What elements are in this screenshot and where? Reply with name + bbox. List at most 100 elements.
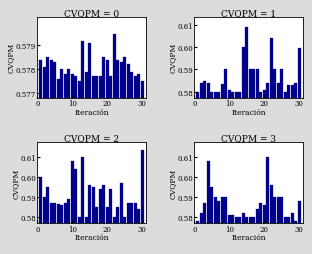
Bar (57, 204, 60, 224)
Bar (130, 203, 133, 224)
Bar (203, 203, 206, 224)
Bar (196, 221, 199, 224)
Bar (207, 84, 210, 99)
Bar (224, 197, 227, 224)
Bar (210, 92, 213, 99)
Bar (137, 75, 140, 99)
X-axis label: Iteración: Iteración (74, 234, 109, 242)
Bar (249, 217, 252, 224)
Bar (134, 203, 137, 224)
Bar (235, 92, 238, 99)
Bar (88, 44, 91, 99)
Bar (221, 85, 224, 99)
Bar (113, 34, 116, 99)
Bar (252, 70, 255, 99)
Bar (224, 70, 227, 99)
Bar (200, 84, 203, 99)
Y-axis label: CVQPM: CVQPM (168, 43, 177, 73)
Bar (106, 60, 109, 99)
Bar (67, 70, 70, 99)
Bar (259, 203, 262, 224)
Bar (116, 207, 119, 224)
Bar (280, 197, 283, 224)
Bar (214, 92, 217, 99)
Bar (99, 189, 102, 224)
Bar (92, 187, 95, 224)
Bar (50, 203, 53, 224)
Bar (78, 82, 81, 99)
X-axis label: Iteración: Iteración (231, 234, 266, 242)
Bar (259, 92, 262, 99)
Bar (81, 157, 84, 224)
Bar (88, 185, 91, 224)
X-axis label: Iteración: Iteración (74, 108, 109, 117)
X-axis label: Iteración: Iteración (231, 108, 266, 117)
Bar (141, 82, 144, 99)
Bar (221, 197, 224, 224)
Bar (284, 92, 287, 99)
Bar (277, 197, 280, 224)
Bar (53, 203, 56, 224)
Bar (231, 92, 234, 99)
Bar (294, 221, 297, 224)
Bar (120, 63, 123, 99)
Bar (273, 197, 276, 224)
Bar (85, 217, 88, 224)
Bar (291, 213, 294, 224)
Bar (266, 157, 269, 224)
Bar (74, 169, 77, 224)
Title: CVQPM = 3: CVQPM = 3 (221, 134, 276, 143)
Bar (249, 70, 252, 99)
Bar (266, 84, 269, 99)
Bar (102, 58, 105, 99)
Bar (196, 92, 199, 99)
Bar (263, 90, 266, 99)
Bar (123, 58, 126, 99)
Bar (78, 217, 81, 224)
Bar (238, 92, 241, 99)
Bar (39, 60, 42, 99)
Bar (252, 217, 255, 224)
Bar (298, 49, 301, 99)
Bar (235, 217, 238, 224)
Bar (242, 48, 245, 99)
Bar (270, 39, 273, 99)
Bar (39, 177, 42, 224)
Bar (200, 213, 203, 224)
Bar (92, 77, 95, 99)
Bar (43, 197, 46, 224)
Bar (71, 75, 74, 99)
Bar (61, 205, 63, 224)
Bar (43, 68, 46, 99)
Bar (85, 72, 88, 99)
Bar (134, 77, 137, 99)
Bar (228, 215, 231, 224)
Bar (46, 187, 49, 224)
Bar (228, 90, 231, 99)
Bar (130, 72, 133, 99)
Bar (46, 58, 49, 99)
Bar (127, 65, 130, 99)
Bar (64, 203, 67, 224)
Bar (120, 183, 123, 224)
Bar (64, 75, 67, 99)
Bar (287, 86, 290, 99)
Bar (99, 77, 102, 99)
Y-axis label: CVQPM: CVQPM (168, 168, 177, 198)
Bar (116, 60, 119, 99)
Bar (127, 203, 130, 224)
Bar (95, 207, 98, 224)
Bar (67, 199, 70, 224)
Bar (113, 217, 116, 224)
Bar (242, 213, 245, 224)
Bar (50, 60, 53, 99)
Bar (102, 185, 105, 224)
Bar (256, 70, 259, 99)
Bar (291, 86, 294, 99)
Bar (109, 77, 112, 99)
Bar (284, 217, 287, 224)
Bar (217, 201, 220, 224)
Bar (245, 28, 248, 99)
Bar (238, 217, 241, 224)
Bar (57, 80, 60, 99)
